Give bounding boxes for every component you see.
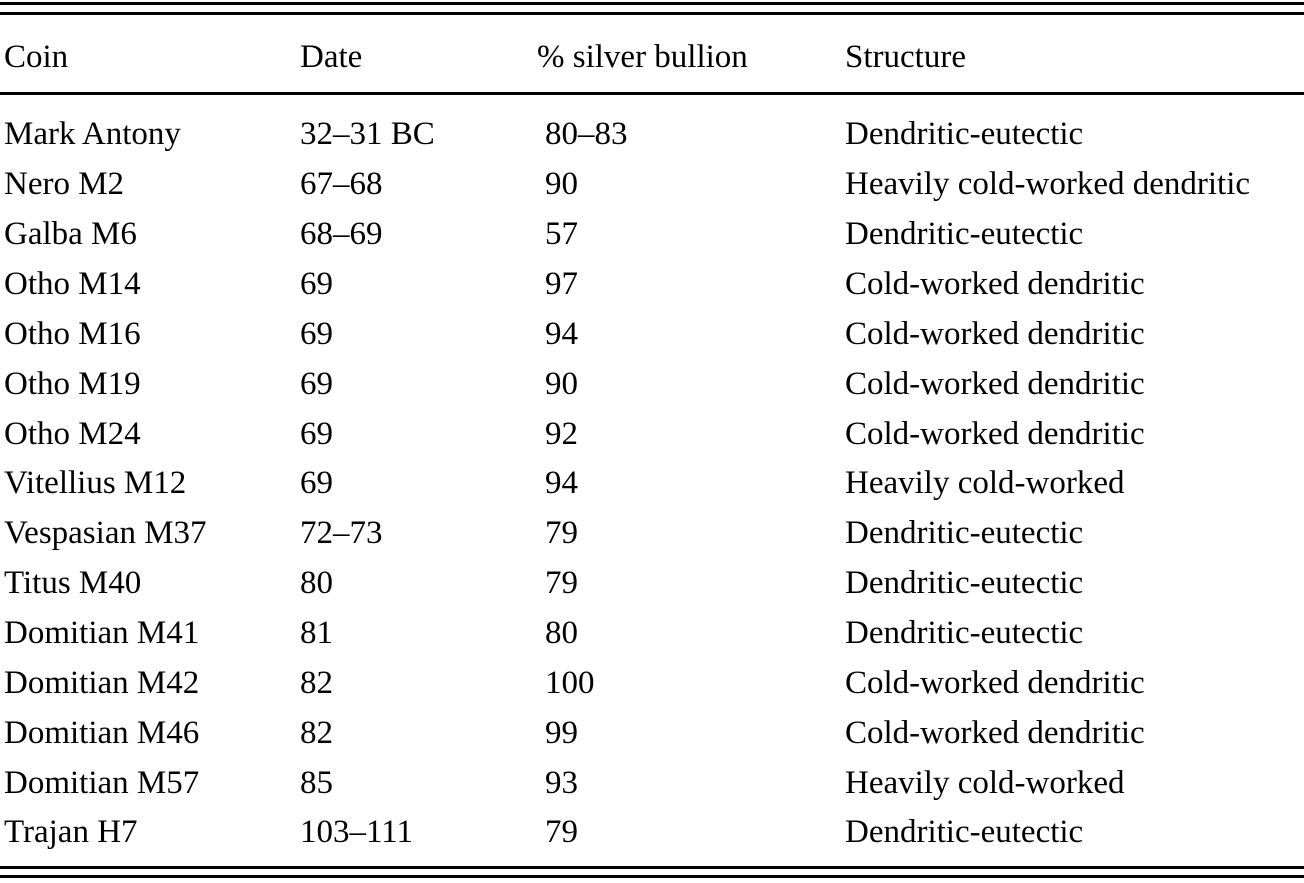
coin-cell: Otho M24 [4,415,141,452]
structure-cell: Cold-worked dendritic [845,266,1145,302]
table-row: Trajan H7 103–111 79 Dendritic-eutectic [0,808,1304,858]
date-cell: 69 [300,266,333,302]
date-cell: 69 [300,365,333,402]
coin-cell: Vespasian M37 [4,515,207,552]
silver-bullion-cell: 97 [545,266,578,302]
table-row: Mark Antony 32–31 BC 80–83 Dendritic-eut… [0,110,1304,160]
date-cell: 69 [300,415,333,452]
structure-cell: Dendritic-eutectic [845,116,1084,153]
coin-cell: Titus M40 [4,565,142,602]
table-row: Nero M2 67–68 90 Heavily cold-worked den… [0,160,1304,210]
silver-bullion-cell: 90 [545,365,578,402]
date-cell: 82 [300,664,333,701]
table-row: Otho M16 69 94 Cold-worked dendritic [0,309,1304,359]
coin-cell: Trajan H7 [4,814,138,851]
coin-cell: Domitian M41 [4,615,200,652]
table-row: Galba M6 68–69 57 Dendritic-eutectic [0,210,1304,260]
coin-cell: Otho M14 [4,266,141,302]
top-rule-outer [0,2,1304,5]
date-cell: 69 [300,315,333,352]
column-header-structure: Structure [845,38,966,75]
silver-bullion-cell: 100 [545,664,595,701]
date-cell: 68–69 [300,216,383,253]
silver-bullion-cell: 79 [545,814,578,851]
column-header-coin: Coin [4,38,69,75]
table-body: Mark Antony 32–31 BC 80–83 Dendritic-eut… [0,110,1304,858]
header-separator-rule [0,92,1304,95]
table-row: Domitian M57 85 93 Heavily cold-worked [0,758,1304,808]
coin-cell: Galba M6 [4,216,137,253]
structure-cell: Dendritic-eutectic [845,216,1084,253]
column-header-date: Date [300,38,363,75]
structure-cell: Dendritic-eutectic [845,565,1084,602]
structure-cell: Dendritic-eutectic [845,814,1084,851]
silver-bullion-cell: 90 [545,166,578,203]
coin-cell: Mark Antony [4,116,181,153]
structure-cell: Dendritic-eutectic [845,615,1084,652]
bottom-rule-outer [0,866,1304,869]
bottom-rule-inner [0,875,1304,878]
table-row: Titus M40 80 79 Dendritic-eutectic [0,559,1304,609]
silver-bullion-cell: 57 [545,216,578,253]
date-cell: 82 [300,714,333,751]
silver-bullion-cell: 94 [545,315,578,352]
silver-bullion-cell: 79 [545,515,578,552]
table-row: Otho M24 69 92 Cold-worked dendritic [0,409,1304,459]
date-cell: 32–31 BC [300,116,435,153]
column-header-silver-bullion: % silver bullion [537,38,748,75]
date-cell: 72–73 [300,515,383,552]
structure-cell: Heavily cold-worked [845,465,1125,502]
date-cell: 103–111 [300,814,414,851]
table-row: Domitian M42 82 100 Cold-worked dendriti… [0,658,1304,708]
coin-cell: Domitian M57 [4,764,200,801]
silver-bullion-cell: 93 [545,764,578,801]
structure-cell: Dendritic-eutectic [845,515,1084,552]
structure-cell: Heavily cold-worked [845,764,1125,801]
silver-bullion-cell: 99 [545,714,578,751]
table-row: Vespasian M37 72–73 79 Dendritic-eutecti… [0,509,1304,559]
coin-cell: Vitellius M12 [4,465,187,502]
table-row: Domitian M46 82 99 Cold-worked dendritic [0,708,1304,758]
structure-cell: Cold-worked dendritic [845,365,1145,402]
date-cell: 85 [300,764,333,801]
silver-bullion-cell: 92 [545,415,578,452]
structure-cell: Cold-worked dendritic [845,415,1145,452]
table-row: Domitian M41 81 80 Dendritic-eutectic [0,609,1304,659]
date-cell: 81 [300,615,333,652]
silver-bullion-cell: 94 [545,465,578,502]
silver-bullion-cell: 80 [545,615,578,652]
structure-cell: Cold-worked dendritic [845,664,1145,701]
table-row: Otho M14 69 97 Cold-worked dendritic [0,260,1304,310]
coin-cell: Domitian M42 [4,664,200,701]
table-row: Otho M19 69 90 Cold-worked dendritic [0,359,1304,409]
structure-cell: Cold-worked dendritic [845,714,1145,751]
coin-cell: Nero M2 [4,166,125,203]
table-row: Vitellius M12 69 94 Heavily cold-worked [0,459,1304,509]
date-cell: 80 [300,565,333,602]
table-header-row: Coin Date % silver bullion Structure [0,15,1304,92]
coin-cell: Otho M16 [4,315,141,352]
top-rule-inner [0,12,1304,15]
date-cell: 69 [300,465,333,502]
date-cell: 67–68 [300,166,383,203]
coin-cell: Otho M19 [4,365,141,402]
coin-cell: Domitian M46 [4,714,200,751]
silver-bullion-cell: 79 [545,565,578,602]
silver-bullion-cell: 80–83 [545,116,628,153]
structure-cell: Heavily cold-worked dendritic [845,166,1251,203]
structure-cell: Cold-worked dendritic [845,315,1145,352]
